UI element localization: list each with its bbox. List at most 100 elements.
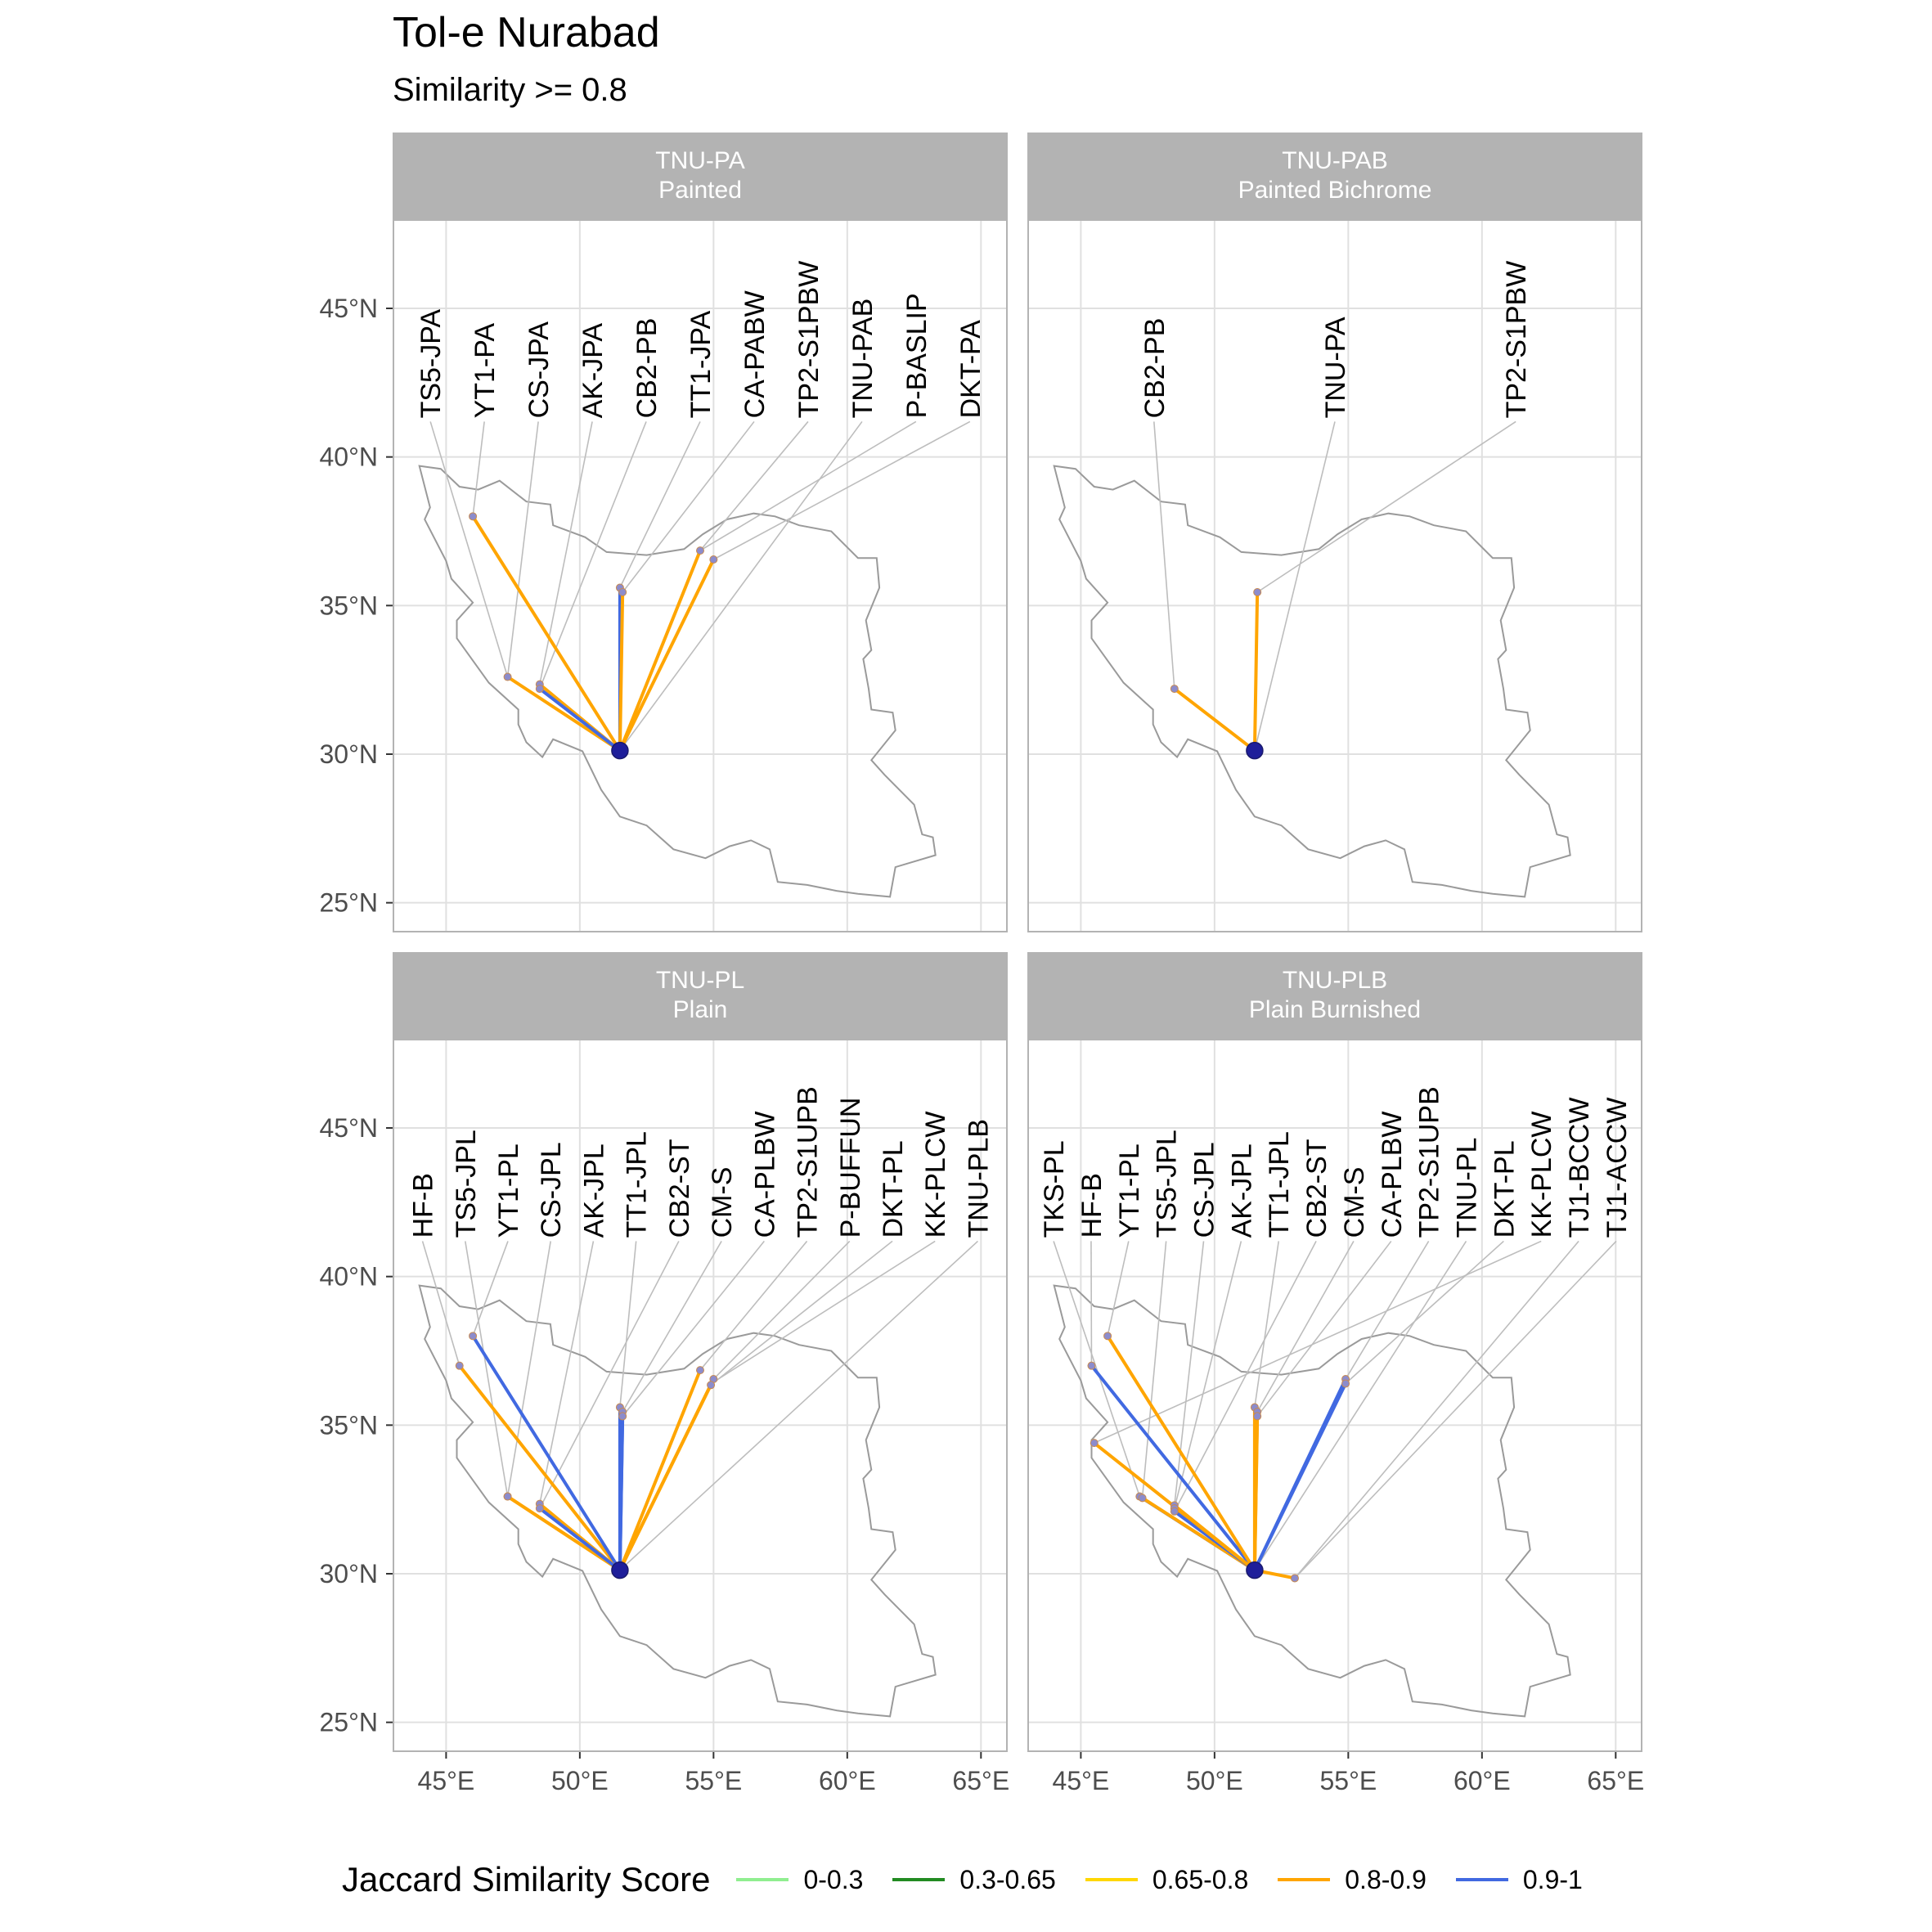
country-boundary [418,1284,937,1718]
label-leader-line [1141,1241,1167,1498]
site-point [696,546,704,555]
site-point [1290,1574,1299,1583]
site-label: P-BASLIP [901,293,932,418]
facet-name: Plain Burnished [1248,996,1422,1023]
facet-strip: TNU-PL Plain [393,952,1008,1039]
facet-code: TNU-PLB [1282,967,1388,994]
site-point [1170,1507,1179,1516]
panel-border [393,1039,1008,1752]
site-label: DKT-PL [1489,1140,1520,1238]
label-leader-line [699,420,809,551]
similarity-link [457,1364,622,1572]
country-boundary [1053,1284,1571,1718]
facet-name: Plain [672,996,728,1023]
label-leader-line [712,1240,851,1380]
site-label: KK-PLCW [920,1112,951,1238]
label-leader-line [1294,1240,1617,1579]
site-label: CS-JPL [536,1142,567,1238]
similarity-link [471,514,622,753]
y-tick-label: 40°N [320,443,379,472]
site-point [469,512,478,521]
label-leader-line [1174,1241,1242,1509]
site-label: DKT-PL [878,1140,909,1238]
site-point [1170,685,1179,694]
y-tick-label: 30°N [320,1559,379,1588]
similarity-link [505,1494,622,1572]
label-leader-line [472,421,485,517]
label-leader-line [699,1240,808,1371]
label-leader-line [539,1241,680,1509]
legend-key-line [1278,1878,1331,1881]
similarity-link [471,1334,622,1572]
site-label: AK-JPL [1226,1143,1257,1238]
facet-code: TNU-PL [655,967,745,994]
label-leader-line [1094,1240,1542,1444]
similarity-link [1172,687,1256,753]
label-leader-line [1254,1241,1280,1408]
y-tick-label: 30°N [320,739,379,769]
site-label: TS5-JPL [1152,1130,1183,1238]
label-leader-line [619,1241,637,1408]
site-label: CA-PABW [739,290,771,418]
facet-name: Painted Bichrome [1238,177,1432,204]
site-label: TT1-JPA [685,311,717,419]
label-leader-line [1254,421,1336,751]
y-tick-label: 40°N [320,1262,379,1292]
legend-item: 0.8-0.9 [1278,1865,1427,1895]
label-leader-line [619,421,701,588]
site-label: TT1-JPL [622,1131,653,1238]
label-leader-line [1256,1240,1392,1417]
similarity-link [618,1383,713,1572]
facet-strip: TNU-PAB Painted Bichrome [1027,133,1642,219]
site-label: YT1-PA [470,323,501,419]
map-plot: TKS-PL HF-B YT1-PL TS5-JPL CS-JPL AK-JPL TT1-J… [1027,1039,1644,1795]
site-label: TNU-PLB [963,1119,994,1238]
legend-key-line [892,1878,946,1881]
x-tick-label: 60°E [819,1766,876,1795]
site-point [1103,1332,1112,1341]
plot-background [1027,219,1642,932]
site-point [618,587,627,596]
similarity-link [1252,590,1260,753]
site-point [503,672,512,681]
y-tick-label: 35°N [320,1410,379,1440]
legend-label: 0.65-0.8 [1152,1864,1249,1894]
site-label: AK-JPA [577,323,609,419]
y-tick-label: 35°N [320,591,379,620]
page-subtitle: Similarity >= 0.8 [393,72,627,108]
legend: Jaccard Similarity Score 0-0.3 0.3-0.65 0.… [342,1855,1612,1904]
similarity-link [537,687,622,753]
x-tick-label: 65°E [1587,1766,1644,1795]
site-label: DKT-PA [955,320,986,419]
site-label: CM-S [1339,1167,1370,1238]
site-label: KK-PLCW [1526,1112,1557,1238]
map-plot: TS5-JPA YT1-PA CS-JPA AK-JPA CB2-PB TT1-JPA CA… [320,219,1008,932]
legend-key-line [736,1878,789,1881]
origin-site-point [611,741,629,760]
site-point [503,1492,512,1501]
site-label: TKS-PL [1039,1140,1070,1238]
site-label: TP2-S1PBW [793,261,824,419]
legend-label: 0-0.3 [803,1864,864,1894]
label-leader-line [1053,1241,1141,1497]
similarity-link [618,1414,625,1572]
site-label: TP2-S1PBW [1501,261,1532,419]
label-leader-line [1107,1241,1130,1337]
site-point [1138,1494,1147,1503]
label-leader-line [539,1241,595,1504]
site-label: CB2-PB [1139,318,1170,419]
site-point [709,555,718,564]
x-tick-label: 50°E [1186,1766,1243,1795]
y-tick-label: 25°N [320,1708,379,1737]
facet-code: TNU-PA [655,147,745,174]
map-plot: HF-B TS5-JPL YT1-PL CS-JPL AK-JPL TT1-JPL CB2-… [320,1039,1009,1795]
site-point [1253,587,1262,596]
facet-panel-tnu-plb: TNU-PLB Plain Burnished TKS-PL HF-B YT1-PL TS… [1027,952,1644,1795]
similarity-link [1252,1382,1348,1572]
site-point [535,685,544,694]
legend-item: 0-0.3 [736,1865,863,1895]
site-label: TNU-PL [1451,1138,1482,1238]
facet-strip: TNU-PLB Plain Burnished [1027,952,1642,1039]
x-tick-label: 55°E [1319,1766,1377,1795]
